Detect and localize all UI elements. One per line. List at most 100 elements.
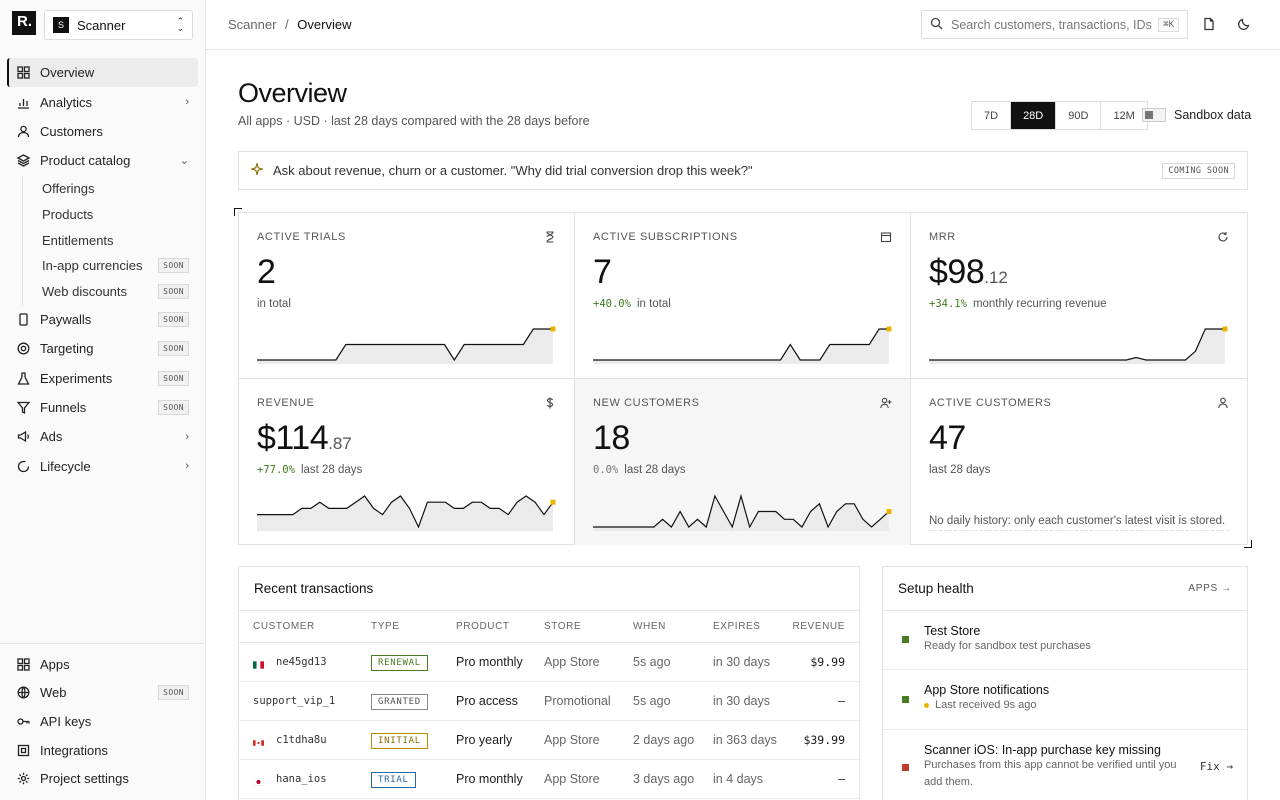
ask-bar[interactable]: Ask about revenue, churn or a customer. …	[238, 151, 1248, 190]
customer-cell[interactable]: c1tdha8u	[253, 734, 371, 746]
recent-transactions-panel: Recent transactions CUSTOMER TYPE PRODUC…	[238, 566, 860, 800]
sparkline-line	[257, 328, 553, 362]
table-row[interactable]: ne45gd13 RENEWAL Pro monthly App Store 5s ag…	[239, 643, 859, 682]
revenue-cell: —	[838, 772, 845, 786]
ask-prompt: Ask about revenue, churn or a customer. …	[273, 163, 753, 178]
flask-icon	[16, 371, 30, 385]
nav-overview[interactable]: Overview	[7, 58, 198, 88]
health-item-notifications[interactable]: App Store notifications Last received 9s…	[883, 670, 1247, 730]
metric-card[interactable]: ACTIVE CUSTOMERS 47 last 28 days No daily h…	[911, 379, 1247, 545]
refresh-icon	[1217, 231, 1229, 243]
project-badge: S	[53, 17, 69, 33]
user-icon	[1217, 397, 1229, 409]
type-badge: GRANTED	[371, 693, 428, 710]
when-cell: 3 days ago	[633, 772, 695, 786]
table-row[interactable]: hana_ios TRIAL Pro monthly App Store 3 days …	[239, 760, 859, 799]
table-row[interactable]: c1tdha8u INITIAL Pro yearly App Store 2 days…	[239, 721, 859, 760]
range-90d[interactable]: 90D	[1056, 102, 1102, 129]
search-input[interactable]: Search customers, transactions, IDs ⌘K	[921, 10, 1188, 39]
customer-cell[interactable]: hana_ios	[252, 773, 371, 786]
metric-value-main: 2	[257, 253, 276, 291]
nav-web-discounts[interactable]: Web discounts SOON	[23, 279, 198, 305]
sparkline-area	[593, 329, 889, 364]
sparkline-area	[929, 329, 1225, 364]
health-desc-row: Last received 9s ago	[924, 697, 1232, 714]
revenue-cell: $39.99	[803, 733, 845, 747]
metric-card[interactable]: ACTIVE TRIALS 2 in total	[239, 213, 575, 379]
chevron-right-icon: ›	[185, 430, 189, 443]
column-header[interactable]: TYPE	[371, 621, 400, 632]
nav-offerings[interactable]: Offerings	[23, 176, 198, 202]
metric-card[interactable]: REVENUE $114.87 +77.0% last 28 days	[239, 379, 575, 545]
nav-project-settings[interactable]: Project settings	[7, 764, 198, 793]
range-7d[interactable]: 7D	[972, 102, 1012, 129]
metric-card[interactable]: ACTIVE SUBSCRIPTIONS 7 +40.0% in total	[575, 213, 911, 379]
metric-subline: +77.0% last 28 days	[257, 464, 556, 476]
metric-value-main: 18	[593, 419, 630, 457]
metric-value-cents: .87	[328, 434, 352, 453]
nav-experiments[interactable]: Experiments SOON	[7, 363, 198, 392]
table-header: CUSTOMER TYPE PRODUCT STORE WHEN EXPIRES…	[239, 611, 859, 643]
nav-entitlements[interactable]: Entitlements	[23, 227, 198, 253]
metric-card[interactable]: MRR $98.12 +34.1% monthly recurring revenue	[911, 213, 1247, 379]
column-header[interactable]: PRODUCT	[456, 621, 510, 632]
column-header[interactable]: WHEN	[633, 621, 666, 632]
nav-apps[interactable]: Apps	[7, 650, 198, 679]
sparkline-line	[593, 493, 890, 529]
nav-targeting[interactable]: Targeting SOON	[7, 334, 198, 363]
health-desc: Last received 9s ago	[935, 699, 1037, 711]
metric-card[interactable]: NEW CUSTOMERS 18 0.0% last 28 days	[575, 379, 911, 545]
setup-health-panel: Setup health APPS → Test Store Ready for…	[882, 566, 1248, 800]
nav-api-keys[interactable]: API keys	[7, 707, 198, 736]
nav-analytics[interactable]: Analytics ›	[7, 87, 198, 116]
hourglass-icon	[544, 231, 556, 243]
flag-ca-icon	[253, 736, 264, 746]
customer-cell[interactable]: support_vip_1	[253, 695, 371, 707]
live-dot	[924, 702, 929, 708]
sparkline-marker	[550, 326, 556, 332]
document-icon[interactable]	[1202, 17, 1218, 33]
sparkline	[257, 495, 556, 531]
health-item-test-store[interactable]: Test Store Ready for sandbox test purcha…	[883, 611, 1247, 670]
nav-integrations[interactable]: Integrations	[7, 736, 198, 765]
moon-icon[interactable]	[1237, 17, 1253, 33]
nav-in-app-currencies[interactable]: In-app currencies SOON	[23, 253, 198, 279]
range-12m[interactable]: 12M	[1113, 109, 1135, 122]
metric-label: REVENUE	[257, 397, 315, 409]
toggle-switch[interactable]	[1142, 108, 1166, 122]
grid-icon	[16, 66, 30, 80]
column-header[interactable]: STORE	[544, 621, 582, 632]
nav-label: In-app currencies	[42, 258, 143, 274]
column-header[interactable]: REVENUE	[792, 621, 845, 632]
nav-funnels[interactable]: Funnels SOON	[7, 393, 198, 422]
breadcrumb-root[interactable]: Scanner	[228, 17, 277, 32]
project-select[interactable]: S Scanner ⌃ ⌄	[44, 10, 193, 40]
apps-link[interactable]: APPS →	[1188, 583, 1232, 594]
nav-paywalls[interactable]: Paywalls SOON	[7, 305, 198, 334]
nav-products[interactable]: Products	[23, 201, 198, 227]
sandbox-toggle[interactable]: Sandbox data	[1142, 108, 1251, 122]
fix-link[interactable]: Fix →	[1199, 760, 1233, 773]
status-dot	[902, 764, 909, 771]
nav-ads[interactable]: Ads ›	[7, 422, 198, 451]
nav-lifecycle[interactable]: Lifecycle ›	[7, 452, 198, 481]
nav-web[interactable]: Web SOON	[7, 679, 198, 708]
table-row[interactable]: support_vip_1 GRANTED Pro access Promotiona…	[239, 682, 859, 721]
sparkle-icon	[249, 161, 265, 178]
metric-label: NEW CUSTOMERS	[593, 397, 700, 409]
column-header[interactable]: CUSTOMER	[253, 621, 315, 632]
range-28d[interactable]: 28D	[1011, 102, 1057, 129]
metrics-grid: ACTIVE TRIALS 2 in total ACTIVE SUBSCRIPTIO…	[238, 212, 1248, 545]
health-item-iap-key[interactable]: Scanner iOS: In-app purchase key missing…	[883, 730, 1247, 800]
sparkline-area	[257, 329, 553, 364]
customer-cell[interactable]: ne45gd13	[253, 656, 371, 669]
breadcrumb-separator: /	[285, 17, 289, 32]
nav-label: Products	[42, 206, 94, 222]
nav-product-catalog[interactable]: Product catalog ⌄	[7, 146, 198, 175]
type-cell: RENEWAL	[371, 654, 456, 671]
column-header[interactable]: EXPIRES	[713, 621, 761, 632]
nav-customers[interactable]: Customers	[7, 117, 198, 146]
logo[interactable]: R.	[12, 11, 36, 35]
type-cell: TRIAL	[371, 771, 456, 788]
product-cell: Pro access	[456, 694, 518, 708]
